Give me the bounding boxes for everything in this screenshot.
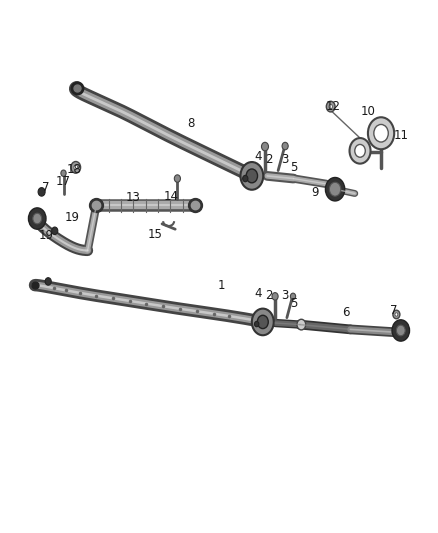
Circle shape xyxy=(290,293,296,300)
Circle shape xyxy=(45,278,51,285)
Circle shape xyxy=(252,309,274,335)
Text: 5: 5 xyxy=(290,161,297,174)
Circle shape xyxy=(243,175,248,182)
Text: 7: 7 xyxy=(390,304,398,317)
Circle shape xyxy=(282,142,288,150)
Text: 10: 10 xyxy=(360,106,375,118)
Text: 4: 4 xyxy=(254,150,262,163)
Circle shape xyxy=(33,213,42,224)
Text: 11: 11 xyxy=(393,130,408,142)
Text: 19: 19 xyxy=(65,211,80,224)
Text: 13: 13 xyxy=(126,191,141,204)
Text: 8: 8 xyxy=(187,117,194,130)
Circle shape xyxy=(368,117,394,149)
Circle shape xyxy=(395,313,398,316)
Text: 14: 14 xyxy=(163,190,178,203)
Text: 5: 5 xyxy=(290,297,297,310)
Circle shape xyxy=(38,188,45,196)
Circle shape xyxy=(261,142,268,151)
Text: 2: 2 xyxy=(265,289,273,302)
Circle shape xyxy=(350,138,371,164)
Text: 4: 4 xyxy=(254,287,262,300)
Text: 7: 7 xyxy=(42,181,50,194)
Circle shape xyxy=(174,175,180,182)
Text: 17: 17 xyxy=(56,175,71,188)
Circle shape xyxy=(297,319,306,330)
Circle shape xyxy=(374,124,388,142)
Circle shape xyxy=(28,208,46,229)
Text: 19: 19 xyxy=(39,229,53,242)
Text: 2: 2 xyxy=(265,154,273,166)
Text: 6: 6 xyxy=(342,306,350,319)
Text: 1: 1 xyxy=(217,279,225,292)
Circle shape xyxy=(257,315,268,328)
Circle shape xyxy=(272,293,278,300)
Circle shape xyxy=(393,310,400,319)
Circle shape xyxy=(240,162,263,190)
Circle shape xyxy=(61,170,66,176)
Circle shape xyxy=(329,182,341,196)
Text: 9: 9 xyxy=(311,187,319,199)
Text: 18: 18 xyxy=(67,163,82,176)
Circle shape xyxy=(74,165,78,169)
Circle shape xyxy=(329,104,332,109)
Circle shape xyxy=(325,177,345,201)
Text: 15: 15 xyxy=(148,228,163,241)
Circle shape xyxy=(355,144,365,157)
Circle shape xyxy=(71,161,81,173)
Text: 3: 3 xyxy=(281,154,288,166)
Circle shape xyxy=(246,169,258,183)
Circle shape xyxy=(326,101,335,112)
Circle shape xyxy=(396,325,405,336)
Text: 3: 3 xyxy=(281,289,288,302)
Circle shape xyxy=(52,227,58,235)
Text: 12: 12 xyxy=(325,100,340,113)
Circle shape xyxy=(254,321,259,327)
Circle shape xyxy=(392,320,410,341)
